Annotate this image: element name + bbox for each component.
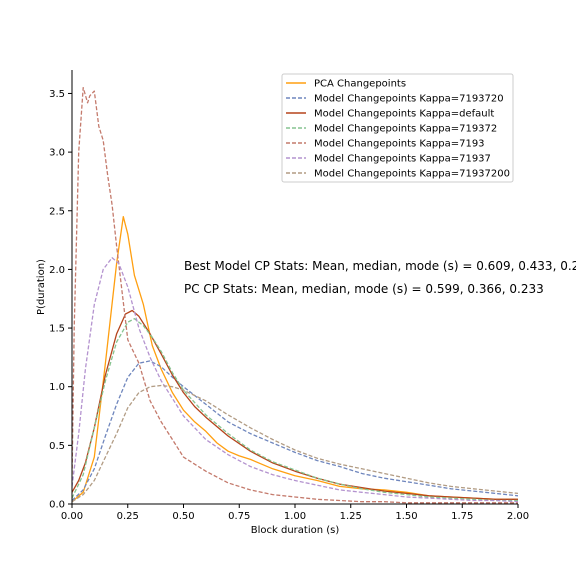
series-line-3 (72, 318, 518, 502)
y-tick-label: 3.0 (49, 148, 65, 159)
y-tick-label: 0.0 (49, 500, 65, 511)
series-layer (72, 86, 518, 504)
x-tick-label: 1.50 (395, 511, 417, 522)
x-ticks: 0.00 0.25 0.50 0.75 1.00 1.25 1.50 1.75 2.00 (61, 504, 529, 522)
legend-label-4: Model Changepoints Kappa=7193 (314, 139, 485, 150)
x-tick-label: 0.50 (172, 511, 194, 522)
x-tick-label: 1.25 (340, 511, 362, 522)
y-axis-label: P(duration) (36, 259, 47, 315)
best-model-stats-annotation: Best Model CP Stats: Mean, median, mode … (184, 259, 576, 273)
y-tick-label: 3.5 (49, 89, 65, 100)
x-tick-label: 0.75 (228, 511, 250, 522)
legend-frame (281, 73, 514, 183)
x-tick-label: 2.00 (507, 511, 529, 522)
series-line-4 (72, 86, 518, 504)
x-tick-label: 0.25 (117, 511, 139, 522)
legend: PCA Changepoints Model Changepoints Kappa… (281, 73, 514, 183)
x-tick-label: 1.75 (451, 511, 473, 522)
y-tick-label: 2.5 (49, 206, 65, 217)
legend-label-1: Model Changepoints Kappa=7193720 (314, 94, 504, 105)
legend-label-0: PCA Changepoints (314, 79, 406, 90)
x-tick-label: 0.00 (61, 511, 83, 522)
y-ticks: 0.0 0.5 1.0 1.5 2.0 2.5 3.0 3.5 (49, 89, 72, 511)
x-axis-label: Block duration (s) (251, 525, 340, 536)
legend-label-6: Model Changepoints Kappa=71937200 (314, 169, 510, 180)
y-tick-label: 1.5 (49, 324, 65, 335)
y-tick-label: 0.5 (49, 441, 65, 452)
legend-label-3: Model Changepoints Kappa=719372 (314, 124, 497, 135)
legend-label-5: Model Changepoints Kappa=71937 (314, 154, 491, 165)
x-tick-label: 1.00 (284, 511, 306, 522)
legend-label-2: Model Changepoints Kappa=default (314, 109, 494, 120)
y-tick-label: 1.0 (49, 382, 65, 393)
pc-stats-annotation: PC CP Stats: Mean, median, mode (s) = 0.… (184, 282, 544, 296)
series-line-0 (72, 215, 518, 503)
series-line-2 (72, 309, 518, 500)
y-tick-label: 2.0 (49, 265, 65, 276)
series-line-6 (72, 384, 518, 503)
series-line-1 (72, 360, 518, 501)
